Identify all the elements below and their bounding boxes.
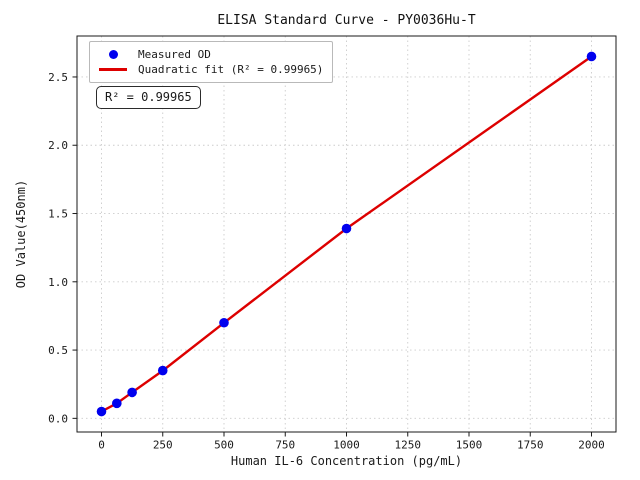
measured-od-data-point [157,365,168,376]
measured-od-data-point [112,398,122,409]
measured-od-data-point [219,317,229,328]
legend-item-quadratic-fit: Quadratic fit (R² = 0.99965) [96,62,323,77]
chart-title: ELISA Standard Curve - PY0036Hu-T [217,13,476,28]
y-tick-label: 1.5 [48,208,68,221]
legend-label-measured-od: Measured OD [138,47,211,61]
legend-item-measured-od: Measured OD [96,47,323,62]
y-tick-label: 0.5 [48,344,68,357]
r-squared-annotation: R² = 0.99965 [96,86,201,109]
y-tick-label: 0.0 [48,412,68,425]
x-tick-label: 250 [153,439,173,452]
fit-line-marker-icon [99,68,127,71]
measured-od-data-point [341,223,352,234]
x-tick-label: 0 [98,439,105,452]
legend-marker-cell [96,68,130,71]
legend-label-quadratic-fit: Quadratic fit (R² = 0.99965) [138,62,324,76]
x-tick-label: 1500 [456,439,483,452]
x-axis-label: Human IL-6 Concentration (pg/mL) [230,454,463,468]
y-tick-label: 1.0 [48,276,68,289]
legend: Measured OD Quadratic fit (R² = 0.99965) [89,41,334,83]
measured-od-data-point [586,51,597,62]
x-tick-label: 1000 [333,439,360,452]
x-tick-label: 2000 [578,439,605,452]
measured-od-data-point [96,406,107,417]
y-tick-label: 2.0 [48,139,68,152]
measured-od-data-point [127,387,137,398]
y-axis-label: OD Value(450nm) [14,179,28,289]
legend-marker-cell [96,50,130,59]
y-tick-label: 2.5 [48,71,68,84]
x-tick-label: 500 [214,439,234,452]
x-tick-label: 1250 [395,439,422,452]
scatter-dot-marker-icon [108,50,118,59]
x-tick-label: 750 [275,439,295,452]
x-tick-label: 1750 [517,439,544,452]
